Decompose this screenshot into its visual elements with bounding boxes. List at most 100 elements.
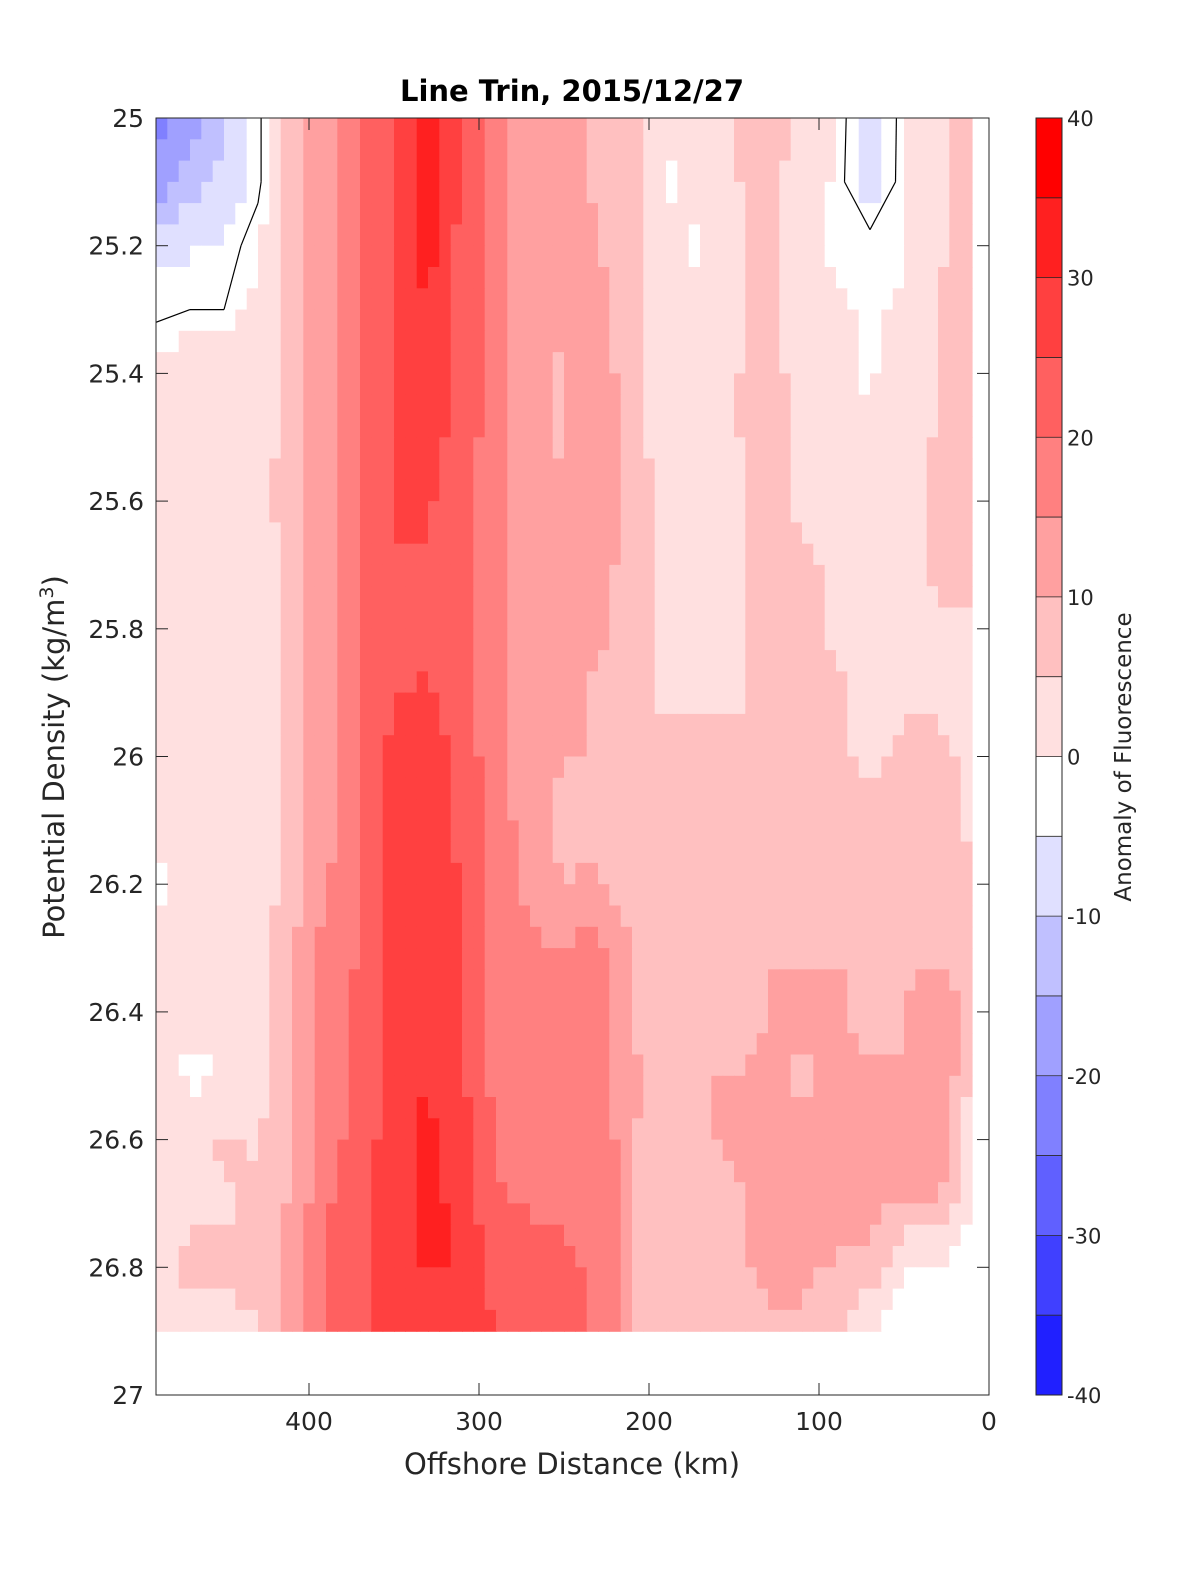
contour-cell [915,139,928,162]
contour-cell [303,777,316,800]
contour-cell [802,501,814,523]
contour-cell [915,522,928,545]
contour-cell [360,1118,372,1141]
contour-cell [371,1097,384,1119]
contour-cell [507,735,520,758]
contour-cell [632,1267,644,1290]
contour-cell [836,1075,848,1098]
contour-cell [813,1309,826,1332]
contour-cell [813,713,826,736]
contour-cell [575,841,588,864]
contour-cell [847,969,860,992]
contour-cell [847,884,860,907]
contour-cell [904,841,916,864]
contour-cell [949,628,962,651]
contour-cell [212,777,225,800]
contour-cell [178,1118,191,1141]
contour-cell [779,777,792,800]
contour-cell [847,1288,860,1311]
contour-cell [688,224,701,247]
contour-cell [779,564,792,587]
contour-cell [609,820,622,843]
contour-cell [394,543,406,566]
contour-cell [643,1075,656,1098]
contour-cell [541,139,554,162]
contour-cell [518,479,531,502]
contour-cell [677,394,690,417]
contour-cell [292,1054,304,1077]
contour-cell [552,969,565,992]
contour-cell [541,564,554,587]
contour-cell [360,841,372,864]
contour-cell [575,1203,588,1226]
contour-cell [212,1267,225,1290]
contour-cell [824,181,837,204]
contour-cell [416,1011,429,1034]
contour-cell [405,1097,418,1119]
contour-cell [711,1224,724,1247]
contour-cell [178,905,191,928]
contour-cell [371,181,384,204]
contour-cell [892,671,905,694]
contour-cell [167,1224,180,1247]
contour-cell [575,224,588,247]
contour-cell [711,1288,724,1311]
contour-cell [450,713,463,736]
contour-cell [756,522,769,545]
contour-cell [632,990,644,1013]
contour-cell [790,586,803,609]
contour-cell [552,394,565,417]
contour-cell [552,139,565,162]
contour-cell [530,1054,542,1077]
contour-cell [756,692,769,715]
contour-cell [960,692,973,715]
contour-cell [722,948,735,970]
contour-cell [405,1246,418,1268]
contour-cell [246,969,259,992]
contour-cell [552,1097,565,1119]
contour-cell [598,969,610,992]
contour-cell [246,1118,259,1141]
contour-cell [212,628,225,651]
contour-cell [711,416,724,438]
contour-cell [870,756,882,779]
contour-cell [280,309,293,332]
contour-cell [326,479,338,502]
contour-cell [700,650,712,672]
contour-cell [371,1203,384,1226]
contour-cell [666,1075,678,1098]
contour-cell [564,692,576,715]
contour-cell [360,1182,372,1205]
contour-cell [711,692,724,715]
contour-cell [530,1182,542,1205]
contour-cell [564,926,576,949]
contour-cell [156,607,168,630]
contour-cell [734,586,746,609]
contour-cell [371,820,384,843]
contour-cell [416,1288,429,1311]
contour-cell [575,586,588,609]
contour-cell [779,139,792,162]
contour-cell [847,1097,860,1119]
contour-cell [235,522,248,545]
contour-cell [858,650,871,672]
contour-cell [768,309,780,332]
contour-cell [870,1246,882,1268]
contour-cell [734,352,746,374]
contour-cell [167,1118,180,1141]
contour-cell [677,735,690,758]
contour-cell [575,118,588,140]
contour-cell [541,1246,554,1268]
contour-cell [530,1139,542,1162]
contour-cell [768,267,780,289]
contour-cell [632,416,644,438]
contour-cell [632,458,644,481]
contour-cell [938,756,950,779]
contour-cell [938,394,950,417]
contour-cell [292,203,304,225]
contour-cell [768,862,780,885]
contour-cell [201,884,214,907]
contour-cell [824,267,837,289]
contour-cell [870,628,882,651]
contour-cell [915,118,928,140]
